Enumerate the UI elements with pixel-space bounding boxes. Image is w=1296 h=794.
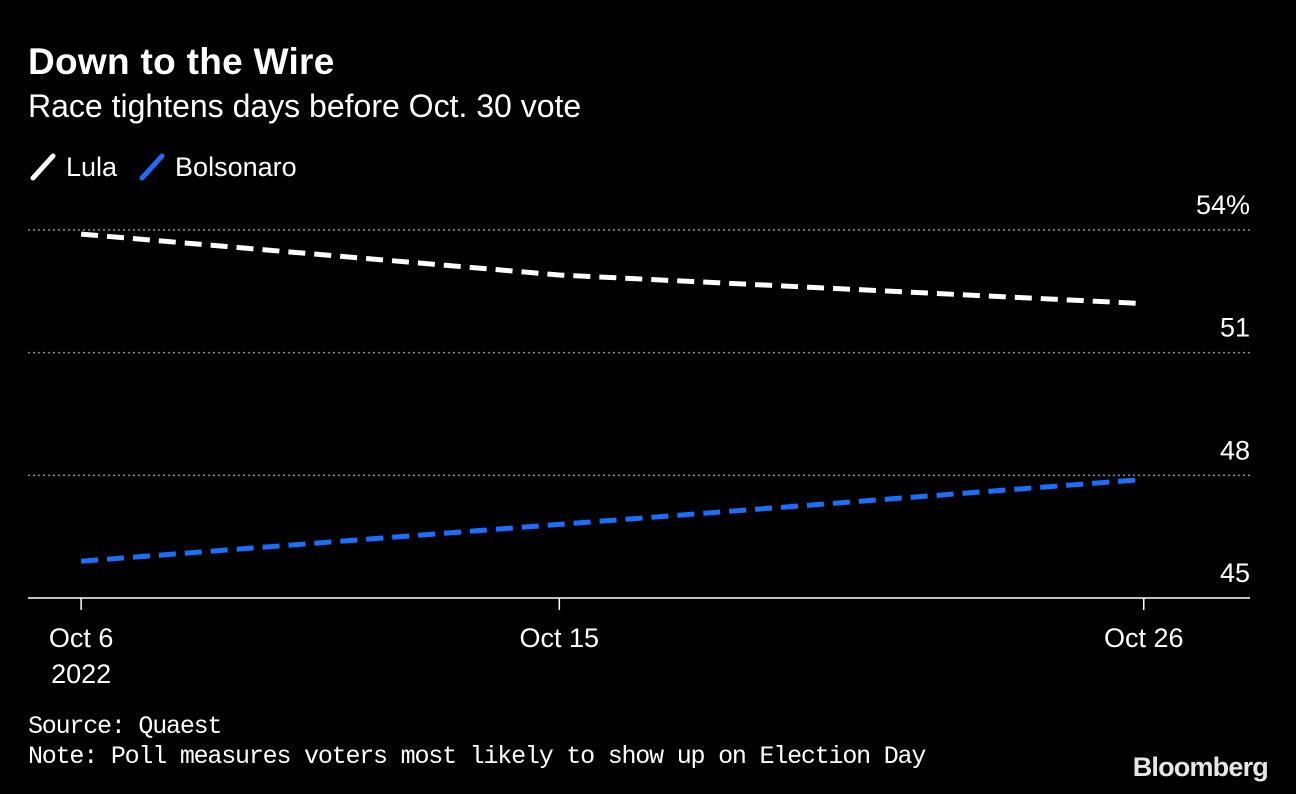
series-line-bolsonaro (80, 476, 1144, 564)
source-note: Source: Quaest (28, 712, 222, 741)
legend-item-bolsonaro: Bolsonaro (137, 150, 297, 184)
y-tick-label-48: 48 (1220, 435, 1250, 465)
chart-subtitle: Race tightens days before Oct. 30 vote (28, 88, 582, 124)
x-tick-label-1: Oct 15 (520, 623, 600, 653)
x-axis (28, 597, 1250, 610)
chart-legend: Lula Bolsonaro (28, 150, 317, 184)
x-tick-sublabel-0: 2022 (51, 659, 111, 689)
series-layer (80, 231, 1144, 564)
bloomberg-logo: Bloomberg (1132, 752, 1269, 782)
grid-layer (28, 229, 1250, 477)
legend-label-bolsonaro: Bolsonaro (175, 152, 297, 182)
legend-item-lula: Lula (28, 150, 117, 184)
x-tick-label-0: Oct 6 (49, 623, 114, 653)
y-tick-label-54: 54% (1196, 190, 1250, 220)
legend-swatch-lula (30, 153, 56, 181)
legend-label-lula: Lula (66, 152, 118, 182)
tick-labels: 54% 51 48 45 Oct 6 2022 Oct 15 Oct 26 (49, 190, 1250, 689)
series-line-lula (80, 231, 1144, 307)
y-tick-label-45: 45 (1220, 558, 1250, 588)
chart-title: Down to the Wire (28, 41, 335, 82)
y-tick-label-51: 51 (1220, 313, 1250, 343)
legend-swatch-bolsonaro (139, 153, 165, 181)
x-tick-label-2: Oct 26 (1104, 623, 1184, 653)
footnote: Note: Poll measures voters most likely t… (28, 742, 926, 771)
